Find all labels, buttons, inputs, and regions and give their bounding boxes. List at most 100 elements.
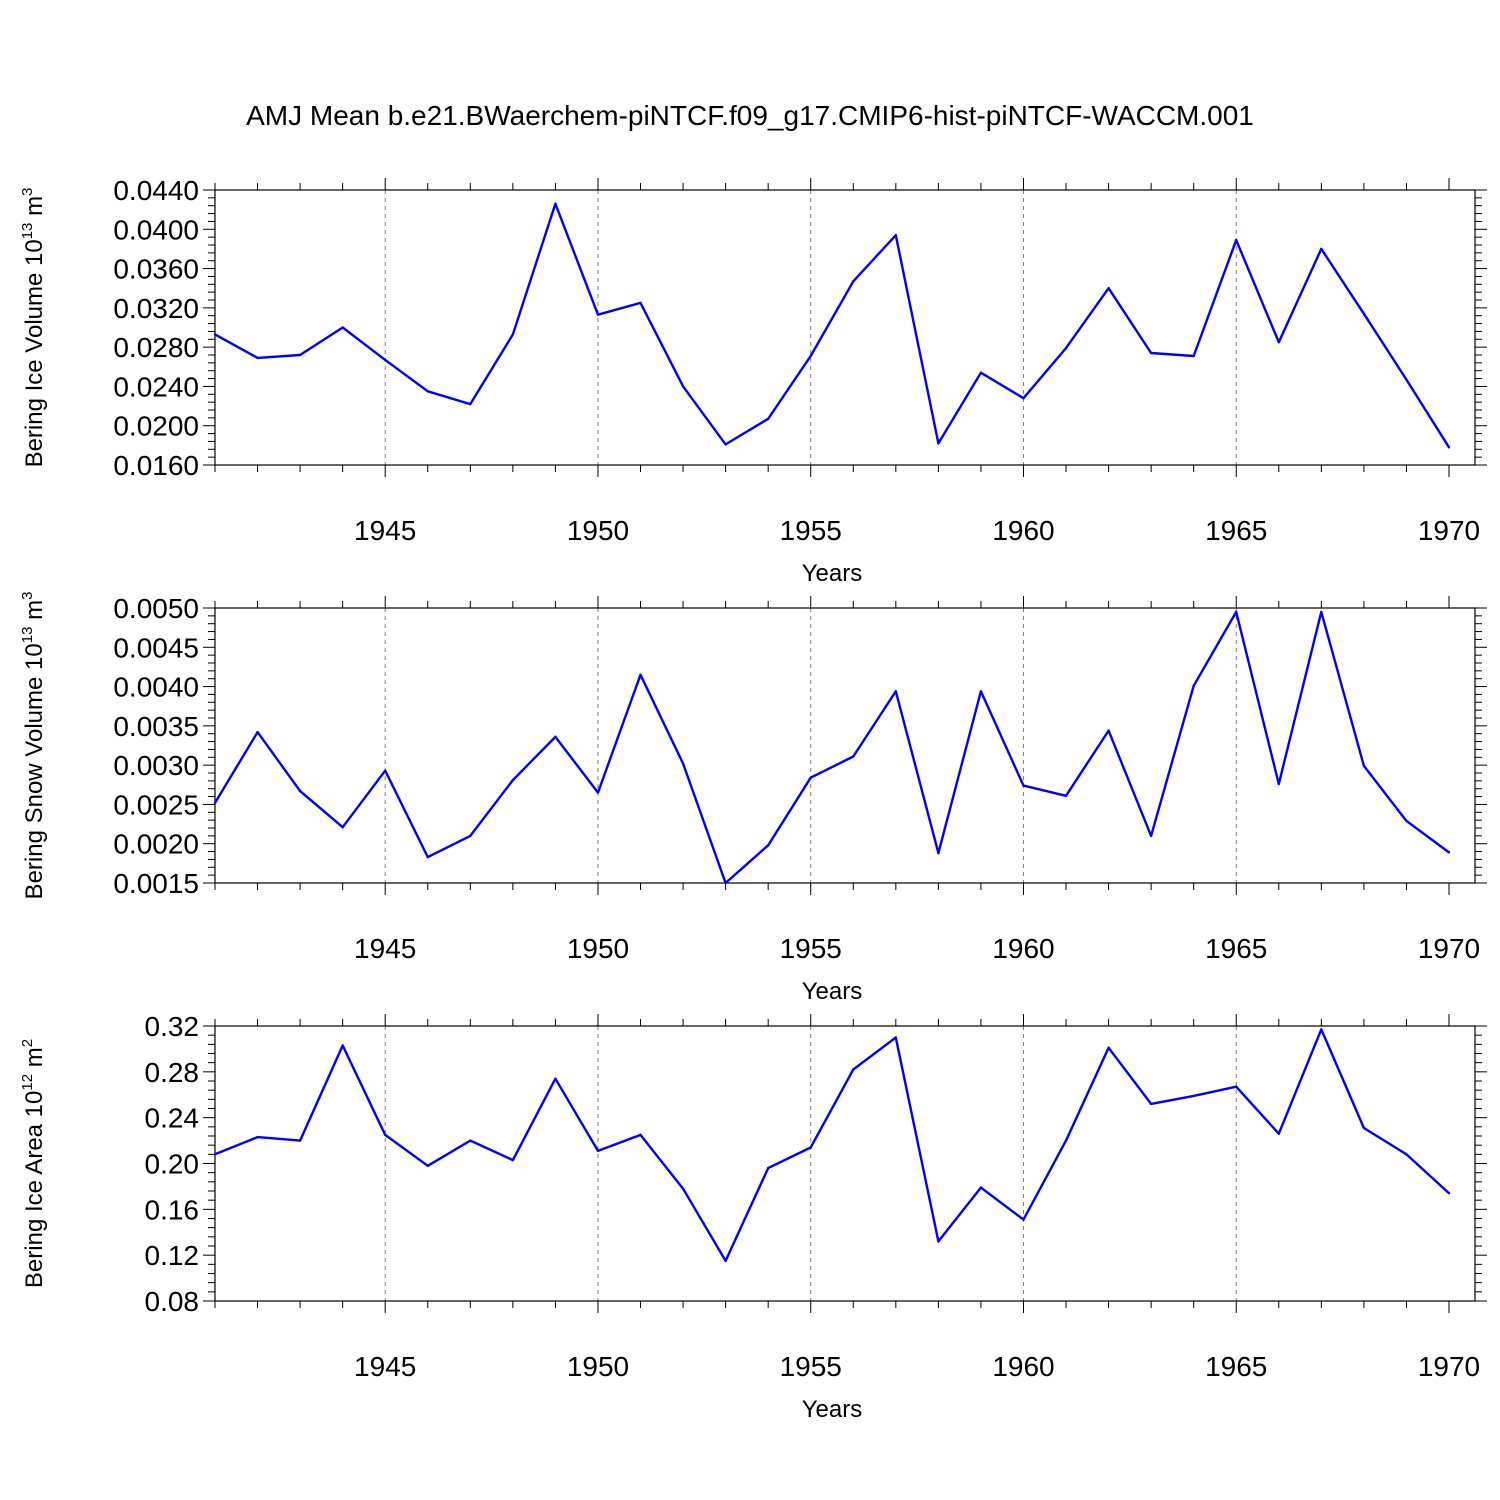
y-axis-label-text: m: [21, 600, 48, 627]
data-point: [1405, 1153, 1408, 1156]
x-axis-label: Years: [802, 978, 863, 1005]
y-axis-label-superscript: 13: [19, 223, 36, 240]
data-point: [1235, 610, 1238, 614]
data-point: [1320, 247, 1323, 251]
series-line: [214, 1028, 1450, 1263]
data-point: [341, 1044, 344, 1047]
data-point: [1107, 1046, 1110, 1049]
x-tick-label: 1950: [567, 1351, 629, 1382]
y-axis-label-text: Bering Ice Volume 10: [21, 239, 48, 467]
data-point: [384, 769, 387, 772]
data-point: [1107, 287, 1110, 290]
data-point: [1362, 312, 1366, 315]
x-tick-label: 1970: [1418, 933, 1480, 964]
y-tick-label: 0.0240: [113, 371, 199, 402]
y-tick-label: 0.0040: [113, 672, 199, 703]
data-point: [1064, 794, 1068, 797]
data-point: [298, 789, 302, 793]
y-tick-label: 0.0050: [113, 593, 199, 624]
data-point: [256, 1135, 259, 1139]
y-tick-label: 0.0360: [113, 254, 199, 285]
y-tick-label: 0.0280: [113, 332, 199, 363]
plot-frame: [214, 607, 1476, 884]
data-point: [937, 442, 940, 445]
data-point: [1405, 378, 1408, 381]
y-tick-label: 0.0035: [113, 711, 199, 742]
data-point: [554, 1077, 557, 1080]
y-tick-label: 0.08: [145, 1286, 200, 1317]
x-tick-label: 1945: [354, 515, 416, 546]
x-tick-label: 1965: [1205, 515, 1267, 546]
x-tick-label: 1960: [992, 515, 1054, 546]
data-point: [979, 1186, 983, 1189]
data-point: [724, 881, 727, 885]
data-point: [213, 333, 217, 336]
data-point: [809, 354, 812, 358]
plot-frame: [214, 189, 1476, 466]
data-point: [469, 1139, 472, 1142]
y-tick-label: 0.0440: [113, 175, 199, 206]
data-point: [894, 690, 898, 693]
data-point: [1362, 764, 1366, 768]
data-point: [1320, 1028, 1323, 1031]
data-point: [554, 202, 557, 205]
data-point: [1149, 351, 1153, 355]
y-axis-label: Bering Snow Volume 1013 m3: [19, 592, 48, 900]
y-tick-label: 0.0015: [113, 868, 199, 899]
data-point: [511, 778, 515, 782]
y-tick-label: 0.0200: [113, 411, 199, 442]
data-point: [1022, 397, 1025, 400]
x-tick-label: 1960: [992, 1351, 1054, 1382]
x-tick-label: 1955: [780, 933, 842, 964]
data-point: [596, 313, 600, 316]
data-point: [852, 755, 855, 758]
y-axis-label-superscript: 3: [19, 188, 36, 196]
chart-panel-3: 0.08 0.12 0.16 0.20 0.24 0.28 0.32 1945 1950 1955…: [19, 1011, 1487, 1423]
y-tick-label: 0.20: [145, 1149, 200, 1180]
y-tick-label: 0.16: [145, 1194, 200, 1225]
data-point: [1064, 1139, 1068, 1142]
data-point: [937, 1240, 940, 1243]
series-line: [214, 202, 1451, 448]
data-point: [256, 356, 259, 360]
data-point: [809, 776, 812, 779]
data-point: [1447, 1192, 1451, 1195]
x-axis-label: Years: [802, 560, 863, 587]
data-point: [1405, 819, 1408, 823]
data-point: [1447, 446, 1451, 449]
data-point: [256, 730, 259, 734]
data-point: [979, 690, 983, 693]
x-tick-label: 1945: [354, 1351, 416, 1382]
data-point: [937, 851, 940, 855]
x-tick-label: 1945: [354, 933, 416, 964]
y-axis-label-text: Bering Snow Volume 10: [21, 643, 48, 899]
data-point: [1149, 1102, 1153, 1106]
chart-panel-1: 0.0160 0.0200 0.0240 0.0280 0.0320 0.0360 0.04…: [19, 175, 1487, 587]
data-point: [1022, 1218, 1025, 1221]
plot-frame: [214, 1025, 1476, 1302]
data-point: [511, 1158, 515, 1162]
data-point: [426, 855, 429, 859]
data-point: [1149, 834, 1153, 838]
y-tick-label: 0.0025: [113, 789, 199, 820]
data-point: [596, 1149, 600, 1153]
data-point: [1320, 610, 1323, 614]
data-point: [681, 1187, 685, 1190]
y-axis-label-superscript: 3: [19, 592, 36, 600]
data-point: [639, 1133, 642, 1137]
chart-panel-2: 0.0015 0.0020 0.0025 0.0030 0.0035 0.0040 0.00…: [19, 592, 1487, 1005]
y-tick-label: 0.0030: [113, 750, 199, 781]
data-point: [213, 801, 217, 805]
x-tick-label: 1960: [992, 933, 1054, 964]
x-tick-label: 1955: [780, 515, 842, 546]
data-point: [1107, 729, 1110, 732]
data-point: [1192, 354, 1195, 358]
y-tick-label: 0.0400: [113, 214, 199, 245]
data-point: [384, 1133, 387, 1137]
data-point: [298, 1139, 302, 1142]
y-tick-label: 0.24: [145, 1103, 200, 1134]
y-tick-label: 0.0320: [113, 293, 199, 324]
data-point: [1235, 238, 1238, 242]
y-axis-label-text: m: [21, 1047, 48, 1074]
